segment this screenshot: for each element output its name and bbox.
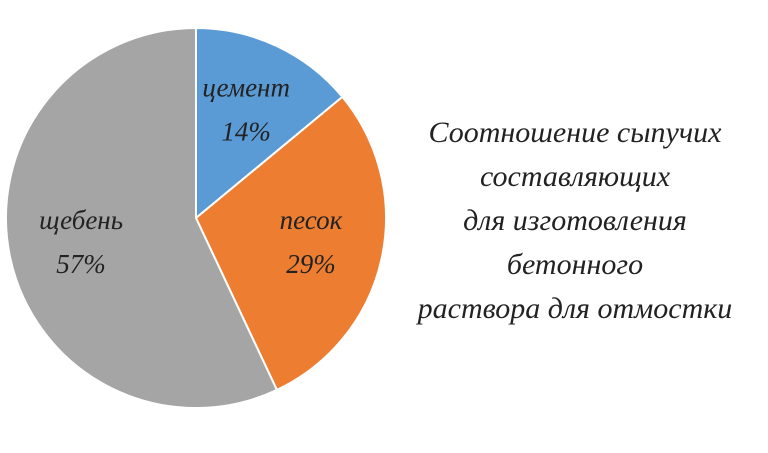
chart-title: Соотношение сыпучих — [429, 116, 723, 149]
slice-category: песок — [280, 205, 343, 235]
slice-value-label: 14% — [221, 117, 271, 147]
chart-title: для изготовления — [463, 204, 687, 237]
slice-category: щебень — [39, 205, 123, 235]
slice-value-label: 57% — [56, 249, 106, 279]
chart-title: раствора для отмостки — [416, 292, 733, 325]
pie-slice — [195, 26, 344, 221]
slice-category: цемент — [202, 73, 290, 103]
chart-title: составляющих — [480, 160, 671, 193]
pie-slice — [5, 26, 279, 409]
chart-title: бетонного — [507, 248, 643, 281]
slice-value-label: 29% — [286, 249, 336, 279]
